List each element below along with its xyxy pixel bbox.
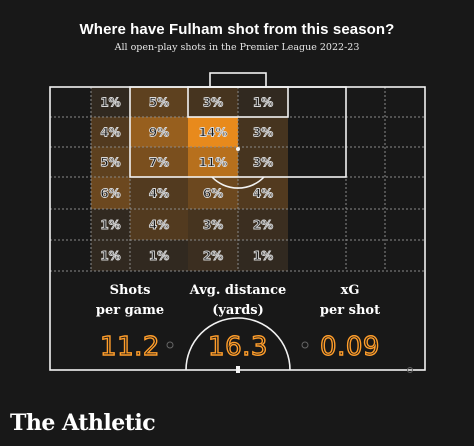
stat-xg-label: xG per shot — [290, 281, 410, 321]
heatmap-cell-1-3 — [188, 117, 238, 147]
heatmap-label-0-4: 1% — [253, 96, 273, 110]
stat-distance-label: Avg. distance (yards) — [168, 281, 308, 321]
heatmap-cell-5-4 — [238, 240, 288, 271]
heatmap-cell-2-3 — [188, 147, 238, 177]
heatmap-label-3-1: 6% — [100, 187, 120, 201]
heatmap-label-0-1: 1% — [100, 96, 120, 110]
heatmap-cell-4-4 — [238, 209, 288, 240]
heatmap-label-1-4: 3% — [253, 126, 273, 140]
heatmap-label-5-3: 2% — [203, 249, 223, 263]
chart-subtitle: All open-play shots in the Premier Leagu… — [114, 42, 360, 53]
heatmap-label-4-2: 4% — [149, 218, 169, 232]
heatmap-cell-1-4 — [238, 117, 288, 147]
stat-xg-label-line2: per shot — [319, 303, 381, 318]
heatmap-label-4-4: 2% — [253, 218, 273, 232]
ball-marker-corner — [407, 367, 413, 373]
heatmap-label-4-1: 1% — [100, 218, 120, 232]
heatmap-label-1-3: 14% — [199, 126, 228, 140]
heatmap-cell-3-1 — [91, 177, 130, 209]
brand-logo: The Athletic — [10, 410, 156, 436]
heatmap-label-5-2: 1% — [149, 249, 169, 263]
heatmap-cell-5-1 — [91, 240, 130, 271]
heatmap-label-2-4: 3% — [253, 156, 273, 170]
heatmap-cell-4-3 — [188, 209, 238, 240]
stat-shots-label-line2: per game — [95, 303, 165, 318]
centre-circle — [185, 317, 291, 371]
stat-xg-value: 0.09 — [319, 331, 380, 362]
ball-marker-right — [301, 341, 309, 349]
heatmap-cell-3-3 — [188, 177, 238, 209]
heatmap-label-1-2: 9% — [149, 126, 169, 140]
goal — [209, 72, 267, 88]
stat-xg-label-line1: xG — [340, 283, 360, 298]
heatmap-label-2-1: 5% — [100, 156, 120, 170]
heatmap-cell-4-2 — [130, 209, 188, 240]
stat-distance-label-line1: Avg. distance — [189, 283, 287, 298]
heatmap-cell-3-4 — [238, 177, 288, 209]
heatmap-cell-5-3 — [188, 240, 238, 271]
stat-distance-value: 16.3 — [207, 331, 268, 362]
heatmap-label-3-3: 6% — [203, 187, 223, 201]
heatmap-label-4-3: 3% — [203, 218, 223, 232]
heatmap-cell-2-1 — [91, 147, 130, 177]
heatmap-label-5-1: 1% — [100, 249, 120, 263]
heatmap-label-2-2: 7% — [149, 156, 169, 170]
ball-marker-left — [166, 341, 174, 349]
stat-shots-label: Shots per game — [70, 281, 190, 321]
heatmap-cell-1-2 — [130, 117, 188, 147]
heatmap-label-2-3: 11% — [199, 156, 228, 170]
chart-title: Where have Fulham shot from this season? — [79, 21, 395, 38]
centre-spot — [236, 366, 240, 373]
heatmap-label-3-4: 4% — [253, 187, 273, 201]
heatmap-label-3-2: 4% — [149, 187, 169, 201]
heatmap-cell-0-1 — [91, 87, 130, 117]
heatmap-cell-0-4 — [238, 87, 288, 117]
heatmap-label-1-1: 4% — [100, 126, 120, 140]
stat-distance-label-line2: (yards) — [212, 303, 264, 318]
heatmap-label-5-4: 1% — [253, 249, 273, 263]
heatmap-cell-3-2 — [130, 177, 188, 209]
heatmap-cell-1-1 — [91, 117, 130, 147]
heatmap-cell-0-3 — [188, 87, 238, 117]
heatmap-label-0-2: 5% — [149, 96, 169, 110]
penalty-arc — [211, 176, 265, 189]
penalty-spot — [236, 147, 240, 151]
heatmap-cell-4-1 — [91, 209, 130, 240]
stat-shots-value: 11.2 — [99, 331, 160, 362]
heatmap-cell-0-2 — [130, 87, 188, 117]
heatmap-cell-5-2 — [130, 240, 188, 271]
heatmap-label-0-3: 3% — [203, 96, 223, 110]
heatmap-cell-2-2 — [130, 147, 188, 177]
heatmap-cell-2-4 — [238, 147, 288, 177]
stat-shots-label-line1: Shots — [109, 283, 151, 298]
